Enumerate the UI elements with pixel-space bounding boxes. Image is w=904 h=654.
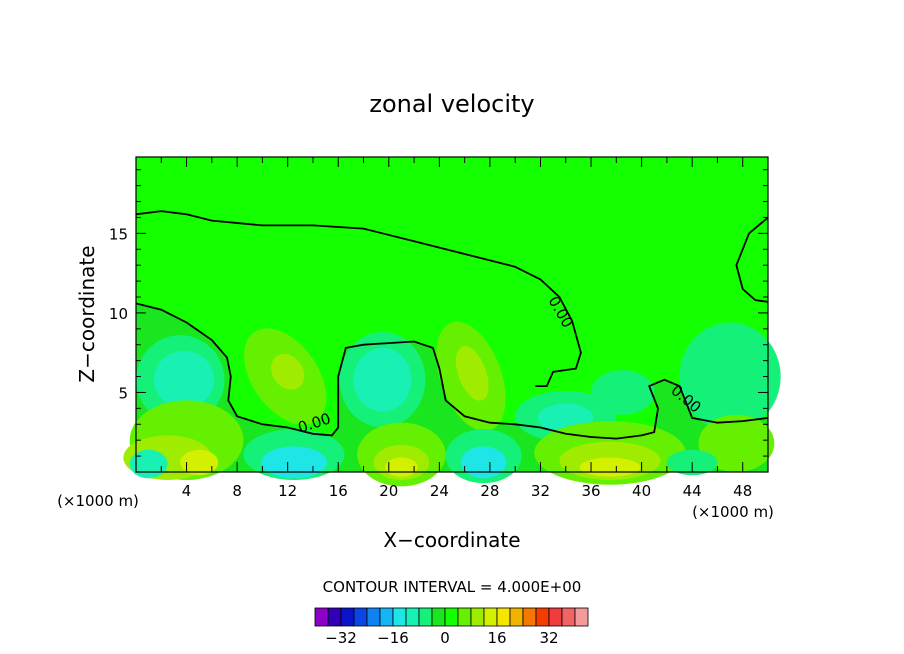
colorbar-swatch: [418, 607, 433, 627]
plot-frame: [135, 156, 769, 473]
colorbar-swatch: [366, 607, 381, 627]
x-tick-label: 4: [182, 482, 192, 500]
colorbar-swatch: [535, 607, 550, 627]
chart-title: zonal velocity: [369, 90, 534, 118]
colorbar-swatch: [457, 607, 472, 627]
negative-cell: [261, 446, 327, 479]
x-tick-label: 28: [480, 482, 499, 500]
positive-cell: [455, 346, 489, 401]
positive-cell: [271, 353, 305, 390]
colorbar-swatch: [509, 607, 524, 627]
colorbar-swatch: [483, 607, 498, 627]
x-tick-label: 40: [632, 482, 651, 500]
colorbar-tick-label: 0: [440, 629, 450, 647]
colorbar-swatch: [431, 607, 446, 627]
colorbar-tick-label: −16: [377, 629, 409, 647]
negative-cell: [129, 449, 168, 479]
colorbar-swatch: [327, 607, 342, 627]
negative-cell: [460, 446, 507, 479]
negative-cell: [153, 351, 215, 409]
x-tick-label: 48: [733, 482, 752, 500]
contour-interval-label: CONTOUR INTERVAL = 4.000E+00: [323, 578, 582, 596]
colorbar-swatch: [574, 607, 589, 627]
colorbar-swatch: [379, 607, 394, 627]
negative-cell: [591, 370, 655, 415]
colorbar-swatch: [548, 607, 563, 627]
y-tick-label: 5: [118, 384, 128, 402]
positive-cell: [579, 457, 641, 477]
colorbar-swatch: [392, 607, 407, 627]
x-tick-label: 20: [379, 482, 398, 500]
colorbar-swatch: [496, 607, 511, 627]
colorbar-tick-label: 32: [539, 629, 558, 647]
y-axis-label: Z−coordinate: [75, 245, 99, 382]
x-axis-label: X−coordinate: [383, 528, 520, 552]
colorbar: −32 −16 0 16 32: [314, 607, 589, 647]
x-unit-right: (×1000 m): [692, 503, 774, 521]
colorbar-swatch: [405, 607, 420, 627]
positive-cell: [698, 414, 775, 473]
zero-contour: [735, 216, 769, 303]
colorbar-tick-label: −32: [325, 629, 357, 647]
colorbar-swatch: [353, 607, 368, 627]
contour-lines: [135, 210, 769, 440]
negative-cell: [679, 322, 781, 431]
zero-contour: [135, 302, 769, 440]
positive-cell: [180, 449, 219, 476]
x-tick-label: 12: [278, 482, 297, 500]
y-ticks: 5 10 15: [109, 169, 768, 457]
x-tick-label: 44: [683, 482, 702, 500]
x-unit-left: (×1000 m): [57, 492, 139, 510]
x-tick-label: 36: [581, 482, 600, 500]
y-tick-label: 15: [109, 225, 128, 243]
x-ticks: 4 8 12 16 20 24 28 32 36 40 44 48: [160, 157, 769, 500]
colorbar-swatch: [314, 607, 329, 627]
colorbar-swatch: [561, 607, 576, 627]
colorbar-swatch: [522, 607, 537, 627]
positive-cell: [385, 457, 418, 477]
y-tick-label: 10: [109, 305, 128, 323]
zero-contour: [135, 210, 582, 388]
colorbar-swatch: [444, 607, 459, 627]
colorbar-swatch: [470, 607, 485, 627]
x-tick-label: 8: [232, 482, 242, 500]
x-tick-label: 24: [430, 482, 449, 500]
x-tick-label: 16: [329, 482, 348, 500]
colorbar-tick-label: 16: [487, 629, 506, 647]
colorbar-swatch: [340, 607, 355, 627]
negative-cell: [353, 347, 412, 412]
x-tick-label: 32: [531, 482, 550, 500]
